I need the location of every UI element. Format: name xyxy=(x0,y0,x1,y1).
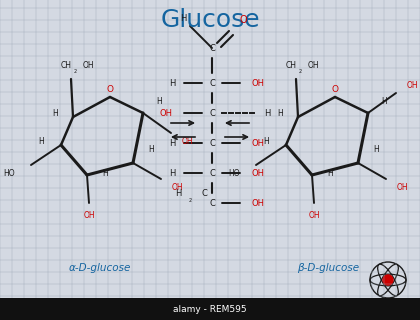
Text: OH: OH xyxy=(83,60,95,69)
Text: OH: OH xyxy=(308,211,320,220)
Text: HO: HO xyxy=(228,169,240,178)
Text: H: H xyxy=(381,97,387,106)
Text: Glucose: Glucose xyxy=(160,8,260,32)
Text: 2: 2 xyxy=(189,198,192,204)
Text: H: H xyxy=(148,145,154,154)
Text: C: C xyxy=(209,108,215,117)
Text: OH: OH xyxy=(252,169,265,178)
Text: O: O xyxy=(107,84,113,93)
Text: OH: OH xyxy=(406,81,418,90)
Text: H: H xyxy=(102,169,108,178)
Text: α-D-glucose: α-D-glucose xyxy=(69,263,131,273)
Text: H: H xyxy=(52,108,58,117)
Text: O: O xyxy=(331,84,339,93)
Text: H: H xyxy=(263,137,269,146)
Text: OH: OH xyxy=(171,182,183,191)
Text: H: H xyxy=(170,139,176,148)
Text: H: H xyxy=(176,188,182,197)
Text: OH: OH xyxy=(83,211,95,220)
Text: OH: OH xyxy=(252,139,265,148)
Text: C: C xyxy=(209,198,215,207)
Text: H: H xyxy=(180,13,186,22)
Text: H: H xyxy=(327,169,333,178)
Text: OH: OH xyxy=(159,108,172,117)
Text: 2: 2 xyxy=(299,68,302,74)
Text: C: C xyxy=(209,78,215,87)
Text: OH: OH xyxy=(308,60,320,69)
Text: HO: HO xyxy=(3,169,15,178)
Text: OH: OH xyxy=(252,78,265,87)
Text: alamy - REM595: alamy - REM595 xyxy=(173,305,247,314)
Text: H: H xyxy=(264,108,270,117)
Circle shape xyxy=(383,275,393,285)
Text: 2: 2 xyxy=(74,68,77,74)
Bar xyxy=(0,298,420,320)
Text: β-D-glucose: β-D-glucose xyxy=(297,263,359,273)
Text: C: C xyxy=(209,139,215,148)
Text: H: H xyxy=(170,169,176,178)
Text: H: H xyxy=(373,145,379,154)
Text: H: H xyxy=(170,78,176,87)
Text: CH: CH xyxy=(61,60,72,69)
Text: OH: OH xyxy=(396,182,408,191)
Text: H: H xyxy=(156,97,162,106)
Text: CH: CH xyxy=(286,60,297,69)
Text: OH: OH xyxy=(181,137,193,146)
Text: OH: OH xyxy=(252,198,265,207)
Text: O: O xyxy=(239,15,247,25)
Text: H: H xyxy=(38,137,44,146)
Text: C: C xyxy=(201,188,207,197)
Text: H: H xyxy=(277,108,283,117)
Text: C: C xyxy=(209,44,215,52)
Text: C: C xyxy=(209,169,215,178)
